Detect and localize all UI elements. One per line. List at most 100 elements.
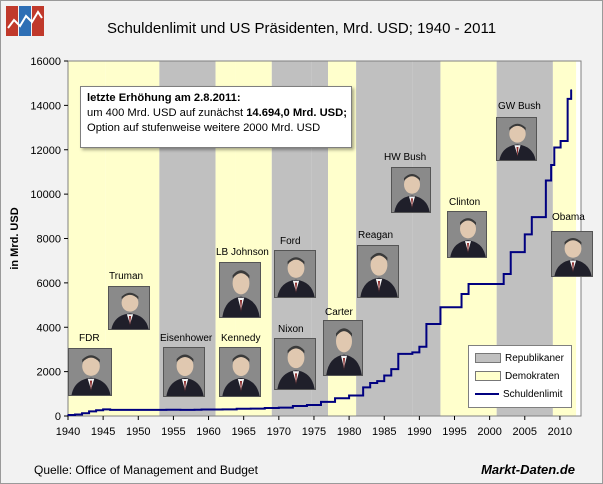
series-point <box>137 409 140 411</box>
info-line-1: letzte Erhöhung am 2.8.2011: <box>87 92 241 104</box>
y-tick-label: 10000 <box>30 189 61 201</box>
series-point <box>292 405 294 407</box>
series-point <box>418 345 421 348</box>
portrait-eisenhower-icon <box>163 347 205 397</box>
portrait-gwbush-icon <box>496 117 537 161</box>
logo-icon <box>6 6 44 36</box>
series-point <box>425 323 428 325</box>
president-label: Eisenhower <box>160 333 213 344</box>
portrait-kennedy-icon <box>219 347 261 397</box>
x-tick-label: 1950 <box>126 426 150 438</box>
president-label: HW Bush <box>384 152 427 163</box>
x-tick-label: 2005 <box>513 426 537 438</box>
source-note: Quelle: Office of Management and Budget <box>34 463 258 477</box>
chart-legend: Republikaner Demokraten Schuldenlimit <box>468 345 572 408</box>
x-tick-label: 1960 <box>196 426 220 438</box>
president-label: Truman <box>109 271 144 282</box>
series-point <box>502 273 505 275</box>
portrait-hwbush-icon <box>391 167 431 213</box>
series-point <box>200 408 203 411</box>
y-tick-label: 0 <box>55 411 61 423</box>
president-label: GW Bush <box>498 101 541 112</box>
series-point <box>74 413 76 416</box>
president-label: Ford <box>280 236 301 247</box>
portrait-carter-icon <box>323 320 363 376</box>
series-point <box>404 353 407 355</box>
x-tick-label: 1980 <box>337 426 361 438</box>
info-box: letzte Erhöhung am 2.8.2011: um 400 Mrd.… <box>80 86 352 148</box>
y-tick-label: 2000 <box>37 367 61 379</box>
legend-swatch-democrat <box>475 371 501 381</box>
series-point <box>179 409 182 411</box>
series-point <box>334 397 336 400</box>
series-point <box>553 146 556 149</box>
legend-label-line: Schuldenlimit <box>503 388 563 400</box>
info-line-2-text: um 400 Mrd. USD auf zunächst <box>87 107 247 119</box>
series-point <box>102 408 104 411</box>
series-point <box>369 382 371 384</box>
series-point <box>383 374 386 377</box>
series-point <box>531 216 533 218</box>
portrait-truman-icon <box>108 286 150 330</box>
y-tick-label: 16000 <box>30 56 61 68</box>
legend-item-democrat: Demokraten <box>475 370 559 382</box>
series-point <box>550 164 552 166</box>
series-point <box>88 410 90 413</box>
portrait-nixon-icon <box>274 338 316 390</box>
legend-item-republican: Republikaner <box>475 352 564 364</box>
series-point <box>467 283 470 285</box>
y-tick-label: 14000 <box>30 100 61 112</box>
series-point <box>523 233 526 236</box>
info-line-3: Option auf stufenweise weitere 2000 Mrd.… <box>87 122 321 134</box>
series-point <box>67 414 69 416</box>
x-tick-label: 2000 <box>477 426 501 438</box>
president-label: LB Johnson <box>216 247 269 258</box>
x-tick-label: 1990 <box>407 426 431 438</box>
legend-label-republican: Republikaner <box>505 352 564 364</box>
president-label: FDR <box>79 333 100 344</box>
portrait-reagan-icon <box>357 245 399 298</box>
series-point <box>397 353 400 355</box>
president-label: Obama <box>552 212 585 223</box>
series-point <box>411 351 414 354</box>
party-band-kennedy <box>215 61 236 416</box>
x-tick-label: 1955 <box>161 426 185 438</box>
brand-name: Markt-Daten.de <box>481 462 575 477</box>
series-point <box>165 408 168 411</box>
legend-swatch-line <box>475 393 499 395</box>
president-label: Clinton <box>449 197 481 208</box>
series-point <box>221 408 224 411</box>
legend-label-democrat: Demokraten <box>505 370 560 382</box>
portrait-johnson-icon <box>219 262 261 318</box>
party-band-hwbush <box>412 61 441 416</box>
chart-title: Schuldenlimit und US Präsidenten, Mrd. U… <box>106 20 497 37</box>
series-point <box>390 368 393 370</box>
portrait-clinton-icon <box>447 211 487 258</box>
x-tick-label: 1975 <box>302 426 326 438</box>
series-point <box>95 409 97 412</box>
y-tick-label: 8000 <box>37 234 61 246</box>
series-point <box>109 409 111 411</box>
portrait-ford-icon <box>274 250 316 298</box>
x-tick-label: 2010 <box>548 426 572 438</box>
y-tick-label: 6000 <box>37 278 61 290</box>
series-point <box>320 401 322 403</box>
portrait-obama-icon <box>551 231 593 277</box>
series-point <box>278 406 280 409</box>
series-point <box>538 216 540 218</box>
series-point <box>362 386 364 389</box>
series-point <box>235 408 238 410</box>
series-point <box>559 140 562 142</box>
x-tick-label: 1970 <box>267 426 291 438</box>
president-label: Nixon <box>278 324 304 335</box>
series-point <box>509 251 512 253</box>
info-line-2-value: 14.694,0 Mrd. USD; <box>246 107 347 119</box>
x-tick-label: 1985 <box>372 426 396 438</box>
series-point <box>516 251 519 253</box>
x-tick-label: 1940 <box>56 426 80 438</box>
y-tick-label: 12000 <box>30 145 61 157</box>
series-point <box>460 293 463 295</box>
series-point <box>306 404 308 406</box>
series-point <box>566 98 569 100</box>
